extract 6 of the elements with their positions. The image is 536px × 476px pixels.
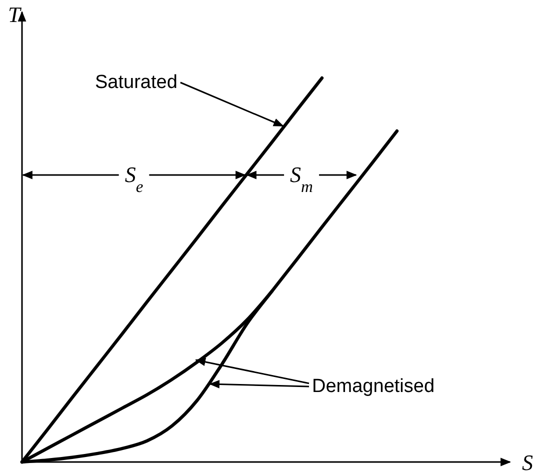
y-axis-title: T: [8, 2, 22, 27]
annotation: Demagnetised: [312, 376, 435, 397]
annotation: Saturated: [95, 72, 178, 93]
text: S: [522, 450, 533, 475]
annotation: S$_{e}$: [124, 162, 144, 196]
annotation: S$_{m}$: [290, 162, 314, 196]
